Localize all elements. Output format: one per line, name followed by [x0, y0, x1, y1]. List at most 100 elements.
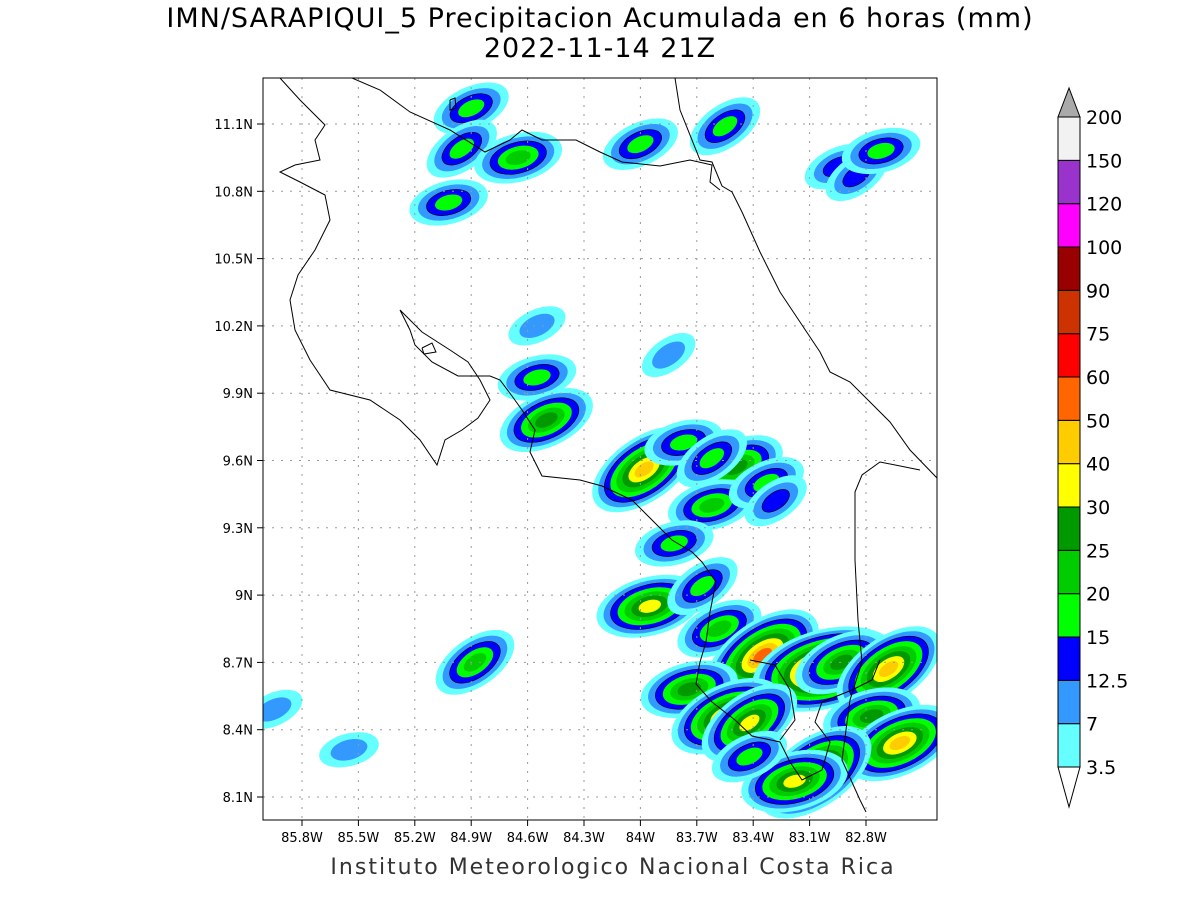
- colorbar-label: 15: [1086, 627, 1110, 649]
- precip-contour: [627, 135, 654, 154]
- lat-tick-label: 10.2N: [214, 320, 253, 335]
- precip-cell: [508, 306, 566, 346]
- precip-contour: [638, 599, 662, 613]
- lon-tick-label: 84W: [626, 831, 656, 846]
- precip-cell: [701, 683, 798, 763]
- lat-tick-label: 9N: [235, 589, 253, 604]
- precip-contour: [458, 99, 485, 118]
- precip-contour: [761, 489, 790, 513]
- colorbar-label: 90: [1086, 280, 1110, 302]
- lat-tick-label: 10.5N: [214, 253, 253, 268]
- lat-tick-label: 8.7N: [223, 656, 253, 671]
- precip-contour: [523, 369, 551, 386]
- coastline-segment: [421, 342, 437, 355]
- grid-lines: [263, 78, 937, 820]
- precip-cell: [676, 429, 747, 488]
- precip-cell: [689, 97, 761, 156]
- precip-contour: [263, 697, 292, 722]
- map-frame: [262, 77, 938, 821]
- precip-contour: [505, 150, 531, 166]
- precip-cell: [474, 131, 563, 184]
- footer-credit: Instituto Meteorologico Nacional Costa R…: [330, 855, 896, 880]
- precip-contour: [739, 714, 760, 732]
- coastline-borders: [278, 78, 937, 813]
- precip-contour: [889, 735, 911, 751]
- precip-cell: [433, 82, 509, 135]
- precip-contour: [878, 661, 899, 678]
- colorbar-swatch: [1057, 419, 1081, 465]
- precip-cell: [711, 730, 787, 783]
- precip-contour: [712, 116, 738, 137]
- lon-tick-label: 85.8W: [281, 831, 323, 846]
- precip-contour: [634, 461, 654, 478]
- colorbar-swatch: [1057, 593, 1081, 638]
- lat-tick-label: 11.1N: [214, 118, 253, 133]
- lon-tick-label: 82.8W: [845, 831, 887, 846]
- lat-tick-label: 8.4N: [223, 724, 253, 739]
- lon-tick-label: 84.9W: [450, 831, 492, 846]
- precip-contour: [463, 653, 487, 672]
- precip-contour: [707, 620, 732, 637]
- colorbar-swatch: [1057, 116, 1081, 161]
- coastline-segment: [749, 659, 796, 741]
- precip-contour: [519, 313, 555, 338]
- lon-tick-label: 84.3W: [563, 831, 605, 846]
- lon-tick-label: 83.4W: [732, 831, 774, 846]
- colorbar-swatch: [1057, 376, 1081, 421]
- colorbar-label: 30: [1086, 497, 1110, 519]
- lat-tick-label: 9.3N: [223, 522, 253, 537]
- colorbar-label: 25: [1086, 540, 1110, 562]
- precip-cell: [836, 626, 937, 712]
- colorbar-under-arrow: [1057, 766, 1081, 809]
- lon-tick-label: 85.5W: [337, 831, 379, 846]
- colorbar-label: 20: [1086, 584, 1110, 606]
- colorbar-label: 120: [1086, 194, 1122, 216]
- precip-contour: [669, 434, 698, 451]
- precip-cell: [263, 689, 303, 730]
- precip-contour: [753, 647, 772, 664]
- colorbar-swatch: [1057, 246, 1081, 291]
- precip-cell: [435, 629, 515, 695]
- lat-tick-label: 9.9N: [223, 387, 253, 402]
- precip-cell: [844, 704, 937, 782]
- precip-cell: [426, 119, 497, 178]
- colorbar-label: 7: [1086, 714, 1098, 736]
- colorbar-label: 12.5: [1086, 670, 1128, 692]
- precip-contour: [449, 138, 475, 159]
- coastline-segment: [449, 97, 457, 111]
- coastline-segment: [278, 78, 881, 781]
- precipitation-field: [263, 82, 937, 819]
- precip-cell: [409, 179, 488, 226]
- coastline-segment: [351, 78, 721, 191]
- precip-contour: [867, 142, 895, 159]
- colorbar-swatch: [1057, 463, 1081, 508]
- precip-contour: [699, 497, 725, 513]
- lat-tick-label: 9.6N: [223, 455, 253, 470]
- colorbar-legend: 3.5 7 12.5 15 20 25 30 40 50 60 75 90 100 120 150 200: [1057, 86, 1128, 809]
- coastline-segment: [674, 78, 937, 479]
- lat-tick-label: 8.1N: [223, 791, 253, 806]
- colorbar-label: 40: [1086, 454, 1110, 476]
- colorbar-label: 100: [1086, 237, 1122, 259]
- coastline-segment: [841, 461, 921, 813]
- precip-contour: [677, 682, 702, 697]
- colorbar-label: 75: [1086, 324, 1110, 346]
- lon-tick-label: 83.7W: [676, 831, 718, 846]
- precip-cell: [497, 354, 577, 401]
- map-title: IMN/SARAPIQUI_5 Precipitacion Acumulada …: [166, 3, 1034, 34]
- colorbar-label: 50: [1086, 410, 1110, 432]
- colorbar-swatch: [1057, 289, 1081, 335]
- colorbar-label: 60: [1086, 367, 1110, 389]
- lat-tick-label: 10.8N: [214, 185, 253, 200]
- precip-contour: [736, 747, 763, 766]
- precip-cell: [744, 475, 807, 527]
- precip-cell: [640, 660, 738, 718]
- colorbar-swatch: [1057, 203, 1081, 248]
- colorbar-swatch: [1057, 333, 1081, 378]
- colorbar-swatch: [1057, 506, 1081, 551]
- precip-cell: [641, 332, 696, 378]
- colorbar-label: 3.5: [1086, 757, 1116, 779]
- precip-cell: [841, 127, 921, 175]
- precip-contour: [652, 341, 686, 369]
